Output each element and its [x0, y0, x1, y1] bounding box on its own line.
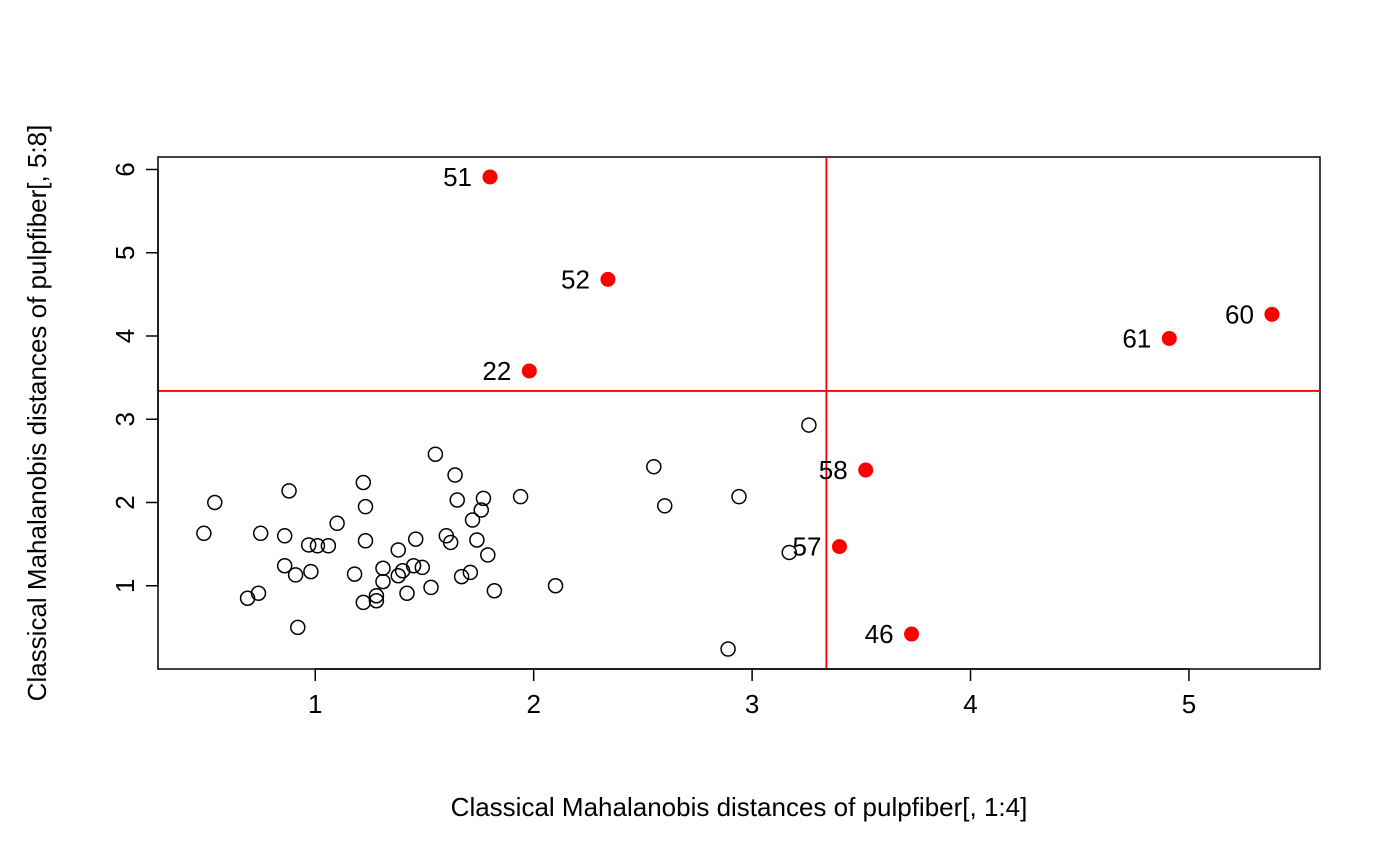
outlier-label: 60 — [1225, 299, 1254, 329]
data-point — [407, 531, 424, 547]
x-tick-label: 5 — [1182, 689, 1196, 719]
data-point — [447, 467, 463, 483]
y-tick-label: 3 — [110, 412, 140, 426]
data-point — [547, 577, 564, 594]
data-point — [250, 585, 267, 601]
data-point — [731, 488, 747, 505]
cutoff-lines — [158, 157, 1320, 669]
data-point — [287, 567, 304, 583]
data-point — [375, 560, 391, 577]
data-point — [720, 641, 736, 657]
data-point — [801, 417, 817, 433]
data-point — [276, 528, 293, 544]
data-point — [239, 590, 256, 606]
outlier-label: 52 — [561, 264, 590, 294]
data-point — [300, 537, 317, 553]
data-point — [464, 512, 481, 528]
data-point — [355, 594, 372, 611]
data-point — [449, 492, 465, 508]
data-point — [357, 498, 374, 515]
data-point — [414, 559, 431, 576]
data-point — [276, 558, 293, 574]
x-tick-label: 1 — [308, 689, 322, 719]
data-point — [475, 490, 492, 507]
data-point — [646, 458, 662, 475]
data-point — [469, 532, 485, 548]
data-point — [480, 547, 496, 563]
data-point — [355, 474, 372, 491]
data-point — [453, 568, 470, 585]
x-tick-label: 2 — [526, 689, 540, 719]
data-point — [390, 568, 407, 584]
data-point — [399, 585, 415, 601]
data-point — [656, 498, 673, 514]
data-point — [390, 542, 407, 558]
x-axis-label: Classical Mahalanobis distances of pulpf… — [451, 792, 1028, 822]
y-axis-label: Classical Mahalanobis distances of pulpf… — [22, 125, 52, 702]
outlier-label: 46 — [865, 619, 894, 649]
outlier-point — [904, 626, 920, 642]
data-point — [303, 563, 319, 580]
data-point — [281, 483, 297, 499]
outlier-point — [831, 539, 847, 555]
data-point — [368, 587, 385, 604]
outlier-label: 22 — [482, 356, 511, 386]
outlier-point — [600, 271, 616, 287]
data-point — [462, 564, 479, 581]
data-point — [346, 566, 363, 582]
outlier-label: 61 — [1122, 323, 1151, 353]
outlier-point — [1264, 306, 1280, 322]
outlier-label: 57 — [793, 532, 822, 562]
plot-frame — [157, 156, 1321, 670]
data-point — [486, 582, 503, 599]
outlier-points: 51 52 22 61 60 58 57 46 — [443, 162, 1280, 649]
y-tick-label: 4 — [110, 329, 140, 343]
x-tick-label: 3 — [745, 689, 759, 719]
data-point — [423, 579, 439, 596]
outlier-label: 58 — [819, 455, 848, 485]
outlier-point — [521, 363, 537, 379]
outlier-point — [858, 462, 874, 478]
data-point — [442, 534, 459, 551]
data-point — [375, 573, 391, 590]
data-point — [207, 494, 223, 511]
y-tick-label: 6 — [110, 162, 140, 176]
y-tick-label: 5 — [110, 246, 140, 260]
data-point — [357, 533, 374, 549]
outlier-label: 51 — [443, 162, 472, 192]
y-axis: 1 2 3 4 5 6 — [110, 162, 159, 593]
data-point — [196, 525, 212, 542]
x-tick-label: 4 — [963, 689, 977, 719]
y-tick-label: 1 — [110, 579, 140, 593]
outlier-point — [482, 169, 498, 185]
data-point — [781, 544, 797, 561]
data-point — [252, 525, 269, 542]
x-axis: 1 2 3 4 5 — [308, 668, 1196, 719]
data-point — [320, 538, 337, 554]
data-point — [473, 502, 490, 518]
normal-points — [196, 417, 817, 657]
data-point — [290, 619, 306, 636]
data-point — [427, 446, 444, 462]
data-point — [512, 488, 529, 505]
data-point — [405, 558, 422, 574]
outlier-point — [1161, 330, 1177, 346]
data-point — [309, 538, 326, 554]
data-point — [368, 592, 385, 609]
y-tick-label: 2 — [110, 495, 140, 509]
data-point — [329, 515, 345, 532]
